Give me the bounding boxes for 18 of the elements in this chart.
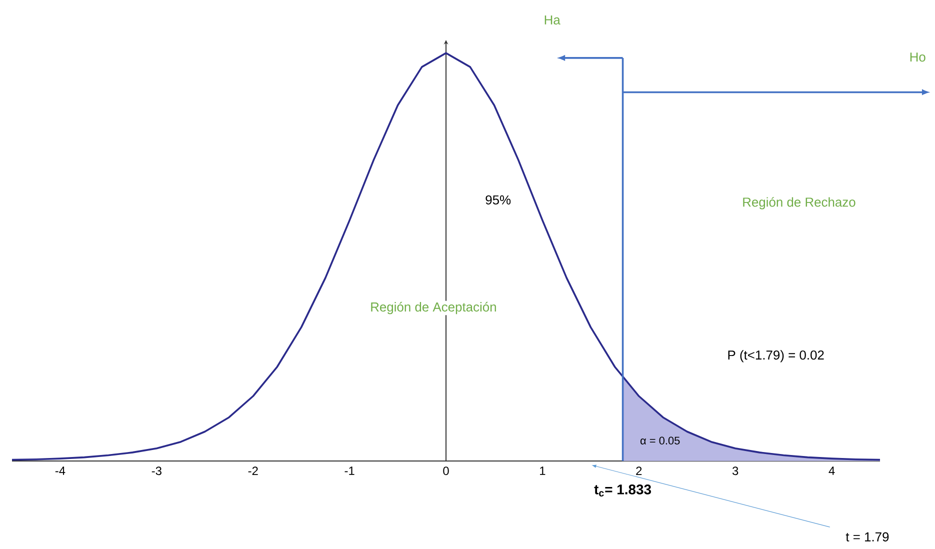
annotation: Región de Aceptación [371, 302, 496, 314]
annotation: α = 0.05 [640, 436, 680, 444]
x-tick-label: -1 [344, 466, 354, 475]
x-tick-label: 3 [732, 466, 738, 476]
annotation: P (t<1.79) = 0.02 [728, 350, 824, 362]
annotation: Región de Rechazo [743, 197, 856, 210]
x-tick-label: -3 [152, 466, 162, 476]
ref-line-label: t$_{c}$= 1.833 [594, 484, 652, 497]
text: t = 1.79 [846, 532, 889, 542]
text: Ha [544, 15, 560, 25]
x-tick-label: -4 [55, 466, 66, 475]
annotation: 95% [486, 195, 511, 204]
text: Ho [910, 52, 926, 62]
x-tick-label: 4 [828, 466, 835, 475]
x-tick-label: -2 [248, 466, 258, 475]
x-tick-label: 2 [636, 466, 642, 475]
x-tick-label: 1 [540, 466, 546, 475]
x-tick-label: 0 [443, 466, 449, 476]
